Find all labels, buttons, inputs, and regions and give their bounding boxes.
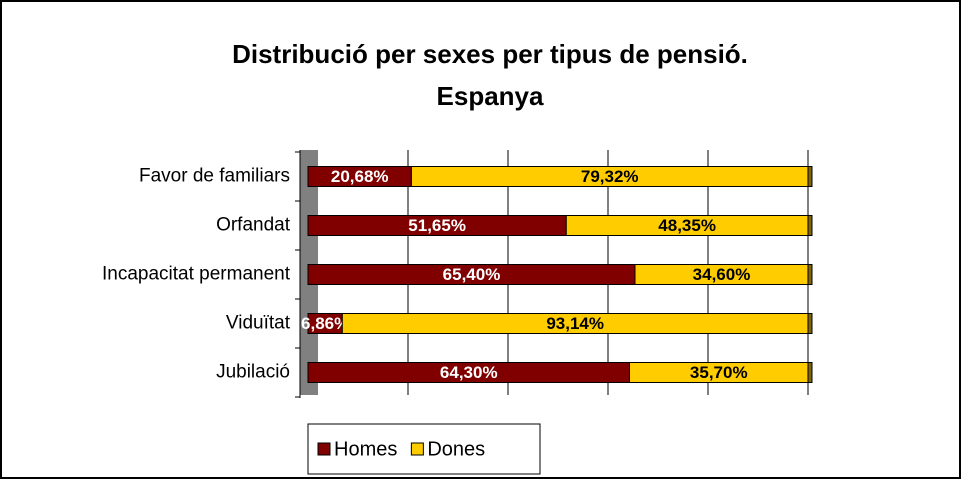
bar-edge bbox=[807, 166, 813, 187]
value-label: 35,70% bbox=[690, 363, 748, 382]
bar-edge bbox=[807, 362, 813, 383]
value-label: 48,35% bbox=[658, 216, 716, 235]
bar-edge bbox=[807, 264, 813, 285]
bar-edge bbox=[807, 215, 813, 236]
value-label: 65,40% bbox=[443, 265, 501, 284]
y-tick-label: Orfandat bbox=[216, 215, 291, 236]
value-label: 6,86% bbox=[301, 314, 349, 333]
y-tick-label: Favor de familiars bbox=[139, 166, 290, 187]
chart-title: Espanya bbox=[437, 81, 544, 111]
bar-edge bbox=[807, 313, 813, 334]
legend-swatch bbox=[317, 442, 331, 456]
plot: Favor de familiars 20,68% 79,32% Orfandat 51… bbox=[102, 166, 813, 383]
y-tick-label: Viduïtat bbox=[226, 313, 291, 334]
legend-swatch bbox=[410, 442, 424, 456]
value-label: 51,65% bbox=[408, 216, 466, 235]
legend-label: Dones bbox=[427, 438, 485, 460]
legend-items: Homes Dones bbox=[317, 438, 485, 460]
value-label: 79,32% bbox=[581, 167, 639, 186]
y-tick-label: Incapacitat permanent bbox=[102, 264, 291, 285]
chart-title: Distribució per sexes per tipus de pensi… bbox=[232, 39, 748, 69]
value-label: 93,14% bbox=[546, 314, 604, 333]
y-tick-label: Jubilació bbox=[216, 362, 290, 383]
value-label: 20,68% bbox=[331, 167, 389, 186]
legend-label: Homes bbox=[334, 438, 397, 460]
value-label: 64,30% bbox=[440, 363, 498, 382]
value-label: 34,60% bbox=[693, 265, 751, 284]
legend bbox=[307, 423, 541, 475]
